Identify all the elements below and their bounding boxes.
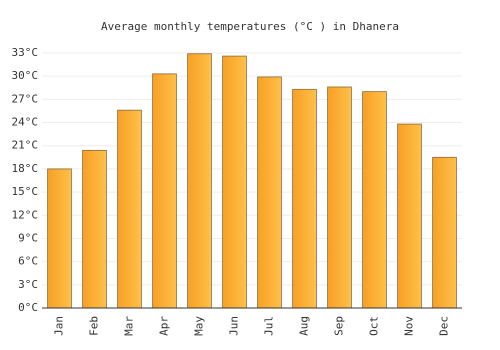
bar [362,91,387,309]
bar [257,76,282,309]
y-tick-label: 27°C [12,92,39,105]
y-tick-label: 9°C [18,231,38,244]
y-tick-label: 15°C [12,185,39,198]
bar [397,123,422,309]
x-tick-label: Sep [333,316,346,336]
y-tick-label: 24°C [12,116,39,129]
x-tick-label: Feb [88,316,101,336]
x-tick-label: May [193,316,206,336]
y-tick-label: 30°C [12,69,39,82]
y-tick-label: 18°C [12,162,39,175]
x-tick-label: Jul [263,316,276,336]
chart-title: Average monthly temperatures (°C ) in Dh… [101,20,399,33]
x-tick-label: Aug [298,316,311,336]
x-tick-label: Nov [403,316,416,336]
bar [82,149,107,309]
x-tick-label: Oct [368,316,381,336]
bar [292,88,317,309]
x-tick-label: Mar [123,316,136,336]
y-tick-label: 12°C [12,208,39,221]
x-tick-label: Dec [438,316,451,336]
x-tick-label: Jun [228,316,241,336]
bar [47,168,72,309]
bar [117,109,142,309]
y-tick-label: 3°C [18,278,38,291]
y-tick-label: 0°C [18,301,38,314]
x-tick-label: Jan [53,316,66,336]
bar [187,53,212,309]
bar [327,86,352,309]
x-tick-label: Apr [158,316,171,336]
bar [152,73,177,309]
bar [222,55,247,309]
y-tick-label: 33°C [12,46,39,59]
y-tick-label: 6°C [18,255,38,268]
y-tick-label: 21°C [12,139,39,152]
bar [432,156,457,309]
